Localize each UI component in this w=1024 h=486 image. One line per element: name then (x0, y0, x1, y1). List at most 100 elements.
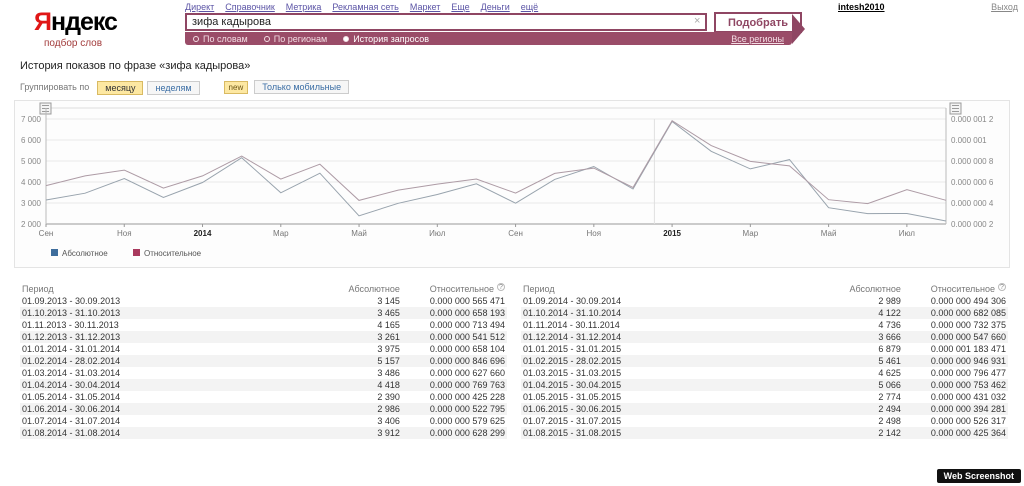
absolute-cell: 5 461 (878, 356, 901, 366)
mode-radio-0[interactable]: По словам (193, 34, 248, 44)
table-row: 01.02.2014 - 28.02.2014 5 157 0.000 000 84… (20, 355, 507, 367)
period-cell: 01.08.2014 - 31.08.2014 (22, 428, 121, 438)
nav-link-0[interactable]: Директ (185, 2, 215, 12)
help-icon[interactable]: ? (997, 283, 1006, 291)
grouping-controls: Группировать по месяцу неделям new Только… (20, 78, 350, 96)
new-badge: new (223, 80, 249, 94)
yandex-logo[interactable]: Яндекс подбор слов (34, 8, 118, 49)
absolute-cell: 2 390 (377, 392, 400, 402)
nav-link-1[interactable]: Справочник (225, 2, 275, 12)
period-cell: 01.11.2014 - 30.11.2014 (523, 320, 620, 330)
period-cell: 01.05.2014 - 31.05.2014 (22, 392, 121, 402)
relative-cell: 0.000 000 627 660 (429, 368, 505, 378)
radio-icon (193, 35, 199, 42)
relative-cell: 0.000 000 579 625 (429, 416, 505, 426)
yandex-logo-text: Яндекс (34, 8, 118, 37)
table-row: 01.03.2014 - 31.03.2014 3 486 0.000 000 62… (20, 367, 507, 379)
submit-arrow-icon (792, 14, 805, 44)
clear-icon[interactable]: × (694, 15, 701, 27)
nav-link-4[interactable]: Маркет (409, 2, 441, 12)
period-cell: 01.11.2013 - 30.11.2013 (22, 320, 119, 330)
absolute-cell: 3 975 (377, 344, 400, 354)
period-cell: 01.03.2015 - 31.03.2015 (523, 368, 622, 378)
y-left-tick: 6 000 (21, 136, 42, 145)
x-tick: Ноя (117, 229, 132, 238)
column-header: Абсолютное (849, 284, 901, 294)
username-link[interactable]: intesh2010 (838, 2, 885, 12)
table-header-row: Период Абсолютное Относительное? (521, 283, 1008, 295)
relative-cell: 0.000 000 769 763 (429, 380, 505, 390)
y-left-tick: 4 000 (21, 178, 42, 187)
absolute-cell: 2 774 (878, 392, 901, 402)
help-icon[interactable]: ? (496, 283, 505, 291)
absolute-cell: 4 625 (878, 368, 901, 378)
mode-label: По регионам (273, 33, 328, 44)
relative-cell: 0.000 000 796 477 (930, 368, 1006, 378)
relative-cell: 0.000 000 526 317 (930, 416, 1006, 426)
logout[interactable]: Выход (991, 2, 1018, 12)
period-cell: 01.01.2014 - 31.01.2014 (22, 344, 121, 354)
nav-link-2[interactable]: Метрика (285, 2, 322, 12)
table-row: 01.05.2015 - 31.05.2015 2 774 0.000 000 43… (521, 391, 1008, 403)
mode-label: История запросов (353, 33, 429, 44)
history-title: История показов по фразе «зифа кадырова» (20, 60, 251, 72)
mode-radio-2[interactable]: История запросов (343, 34, 429, 44)
search-input[interactable] (185, 13, 707, 31)
nav-link-6[interactable]: Деньги (480, 2, 510, 12)
table-body: 01.09.2013 - 30.09.2013 3 145 0.000 000 56… (20, 295, 507, 439)
period-cell: 01.02.2015 - 28.02.2015 (523, 356, 622, 366)
period-cell: 01.09.2013 - 30.09.2013 (22, 296, 121, 306)
absolute-cell: 4 736 (878, 320, 901, 330)
x-tick: Мар (743, 229, 759, 238)
period-cell: 01.04.2015 - 30.04.2015 (523, 380, 622, 390)
relative-cell: 0.000 000 732 375 (930, 320, 1006, 330)
all-regions-link[interactable]: Все регионы (731, 33, 784, 44)
table-row: 01.04.2014 - 30.04.2014 4 418 0.000 000 76… (20, 379, 507, 391)
table-row: 01.03.2015 - 31.03.2015 4 625 0.000 000 79… (521, 367, 1008, 379)
group-buttons: месяцу неделям (97, 78, 203, 96)
x-tick: Май (821, 229, 837, 238)
table-row: 01.09.2013 - 30.09.2013 3 145 0.000 000 56… (20, 295, 507, 307)
period-cell: 01.08.2015 - 31.08.2015 (523, 428, 622, 438)
absolute-cell: 2 989 (878, 296, 901, 306)
mode-radio-1[interactable]: По регионам (263, 33, 328, 44)
nav-link-3[interactable]: Рекламная сеть (332, 2, 399, 12)
relative-cell: 0.000 000 431 032 (930, 392, 1006, 402)
table-row: 01.06.2015 - 30.06.2015 2 494 0.000 000 39… (521, 403, 1008, 415)
logout-link[interactable]: Выход (991, 2, 1018, 12)
relative-cell: 0.000 000 628 299 (429, 428, 505, 438)
table-row: 01.05.2014 - 31.05.2014 2 390 0.000 000 42… (20, 391, 507, 403)
absolute-cell: 4 418 (377, 380, 400, 390)
absolute-cell: 2 142 (878, 428, 901, 438)
table-row: 01.07.2015 - 31.07.2015 2 498 0.000 000 52… (521, 415, 1008, 427)
history-tables: Период Абсолютное Относительное? 01.09.2013… (20, 283, 1008, 439)
period-cell: 01.07.2015 - 31.07.2015 (523, 416, 622, 426)
x-tick: Май (351, 229, 367, 238)
y-right-tick: 0.000 001 2 (951, 115, 994, 124)
legend-swatch-Абсолютное (51, 249, 58, 256)
group-button-месяцу[interactable]: месяцу (97, 81, 144, 95)
period-cell: 01.04.2014 - 30.04.2014 (22, 380, 121, 390)
nav-link-7[interactable]: ещё (520, 2, 539, 12)
history-chart: 7 000 0.000 001 2 6 000 0.000 001 5 000 0.000… (21, 102, 994, 258)
mobile-only-button[interactable]: Только мобильные (254, 80, 350, 94)
submit-button[interactable]: Подобрать (714, 12, 802, 33)
relative-cell: 0.000 000 713 494 (429, 320, 505, 330)
user-menu[interactable]: intesh2010 (838, 2, 885, 12)
y-left-tick: 2 000 (21, 220, 42, 229)
absolute-cell: 3 912 (377, 428, 400, 438)
group-button-неделям[interactable]: неделям (147, 81, 200, 95)
period-cell: 01.10.2013 - 31.10.2013 (22, 308, 121, 318)
table-row: 01.06.2014 - 30.06.2014 2 986 0.000 000 52… (20, 403, 507, 415)
nav-link-5[interactable]: Еще (451, 2, 470, 12)
table-row: 01.09.2014 - 30.09.2014 2 989 0.000 000 49… (521, 295, 1008, 307)
x-tick: Сен (508, 229, 523, 238)
legend-label: Абсолютное (62, 249, 108, 258)
absolute-cell: 6 879 (878, 344, 901, 354)
absolute-cell: 3 666 (878, 332, 901, 342)
table-row: 01.08.2015 - 31.08.2015 2 142 0.000 000 42… (521, 427, 1008, 439)
period-cell: 01.12.2014 - 31.12.2014 (523, 332, 622, 342)
absolute-cell: 3 406 (377, 416, 400, 426)
table-row: 01.12.2013 - 31.12.2013 3 261 0.000 000 54… (20, 331, 507, 343)
relative-cell: 0.000 000 846 696 (429, 356, 505, 366)
